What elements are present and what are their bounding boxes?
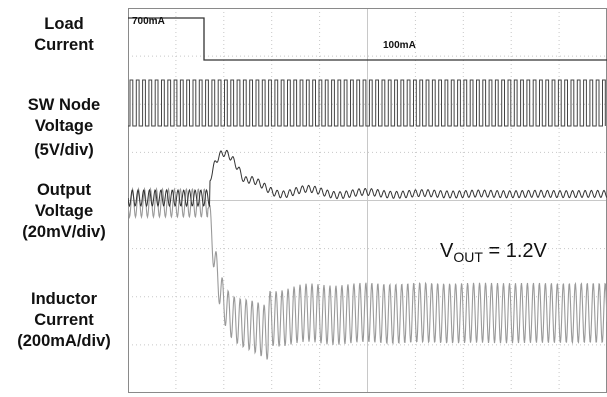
sw-node-label-line2: Voltage — [34, 117, 94, 135]
load-before-label: 700mA — [132, 16, 165, 27]
load-current-label: Load Current — [0, 14, 128, 56]
sw-node-label: SW Node Voltage (5V/div) — [0, 95, 128, 161]
sw-node-label-scale: (5V/div) — [34, 141, 94, 159]
load-current-trace — [128, 17, 607, 61]
load-after-label: 100mA — [383, 40, 416, 51]
inductor-current-label: Inductor Current (200mA/div) — [0, 289, 128, 352]
inductor-current-label-line2: Current — [34, 311, 94, 329]
output-voltage-label-scale: (20mV/div) — [22, 223, 106, 241]
output-voltage-label: Output Voltage (20mV/div) — [0, 180, 128, 243]
inductor-current-label-line1: Inductor — [31, 290, 97, 308]
trace-labels: Load Current SW Node Voltage (5V/div) Ou… — [0, 0, 128, 397]
load-current-label-line1: Load — [44, 15, 84, 33]
output-voltage-label-line1: Output — [36, 181, 92, 199]
sw-node-label-line1: SW Node — [27, 96, 101, 114]
load-current-label-line2: Current — [34, 36, 94, 54]
sw-node-trace — [128, 79, 606, 127]
output-voltage-trace — [128, 149, 607, 208]
oscilloscope-screen: 700mA 100mA VOUT = 1.2V — [128, 8, 607, 393]
inductor-current-trace — [128, 186, 607, 360]
inductor-current-label-scale: (200mA/div) — [17, 332, 111, 350]
output-voltage-label-line2: Voltage — [34, 202, 94, 220]
vout-annotation: VOUT = 1.2V — [440, 240, 548, 265]
